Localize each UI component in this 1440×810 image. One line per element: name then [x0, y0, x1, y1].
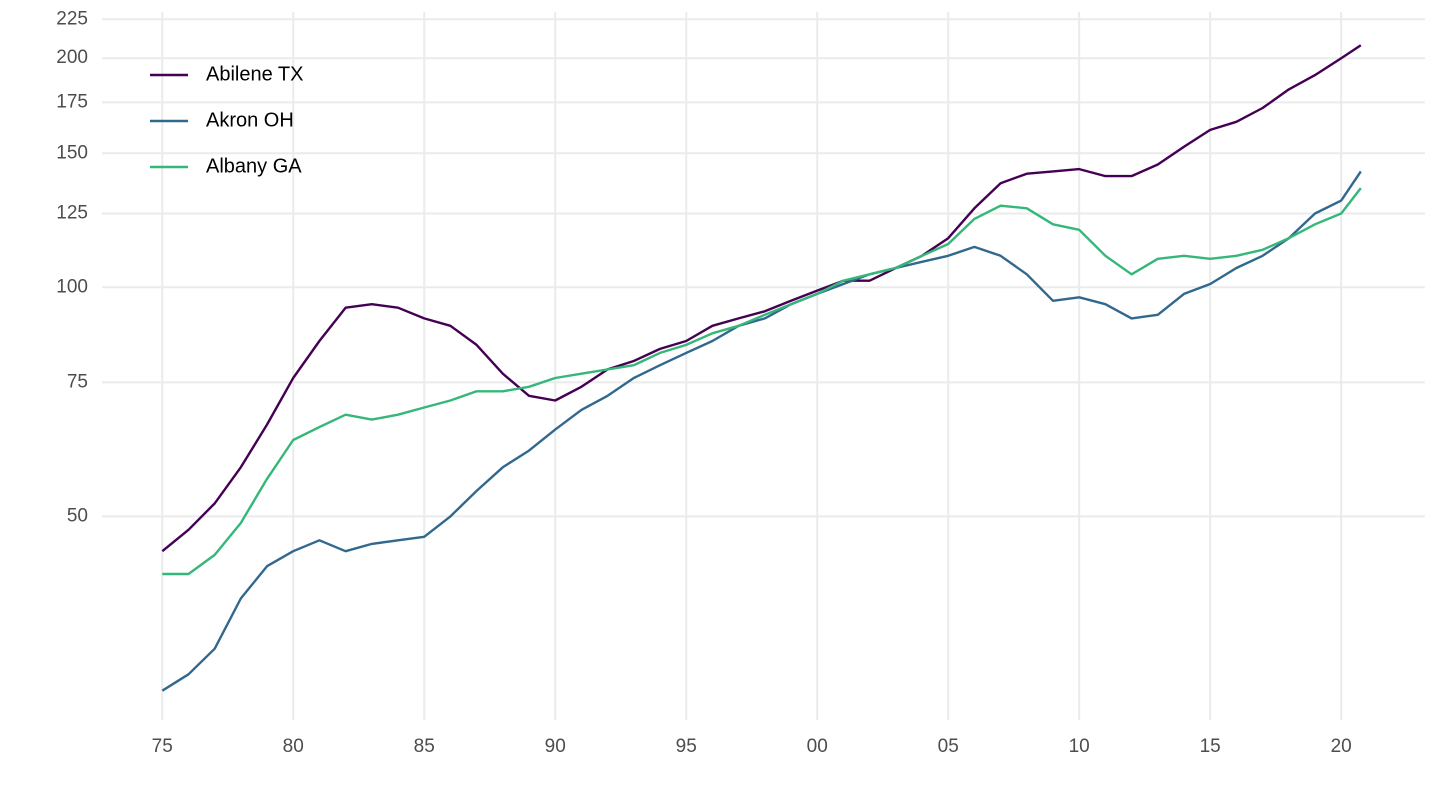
series-line	[161, 170, 1362, 692]
x-tick-label: 95	[676, 736, 697, 757]
y-tick-label: 100	[56, 276, 88, 297]
y-tick-label: 75	[67, 371, 88, 392]
series-line	[161, 44, 1362, 553]
x-tick-label: 90	[545, 736, 566, 757]
legend-label: Albany GA	[206, 155, 302, 177]
x-tick-label: 15	[1200, 736, 1221, 757]
legend-label: Abilene TX	[206, 63, 303, 85]
y-tick-label: 125	[56, 203, 88, 224]
x-tick-label: 85	[414, 736, 435, 757]
x-tick-label: 05	[938, 736, 959, 757]
x-tick-label: 80	[283, 736, 304, 757]
y-tick-label: 175	[56, 91, 88, 112]
x-tick-label: 10	[1069, 736, 1090, 757]
series-line	[162, 187, 1362, 576]
legend-label: Akron OH	[206, 109, 294, 131]
y-tick-label: 225	[56, 8, 88, 29]
x-tick-label: 20	[1331, 736, 1352, 757]
x-tick-label: 00	[807, 736, 828, 757]
y-tick-label: 50	[67, 505, 88, 526]
y-tick-label: 150	[56, 142, 88, 163]
y-tick-label: 200	[56, 47, 88, 68]
x-tick-label: 75	[152, 736, 173, 757]
